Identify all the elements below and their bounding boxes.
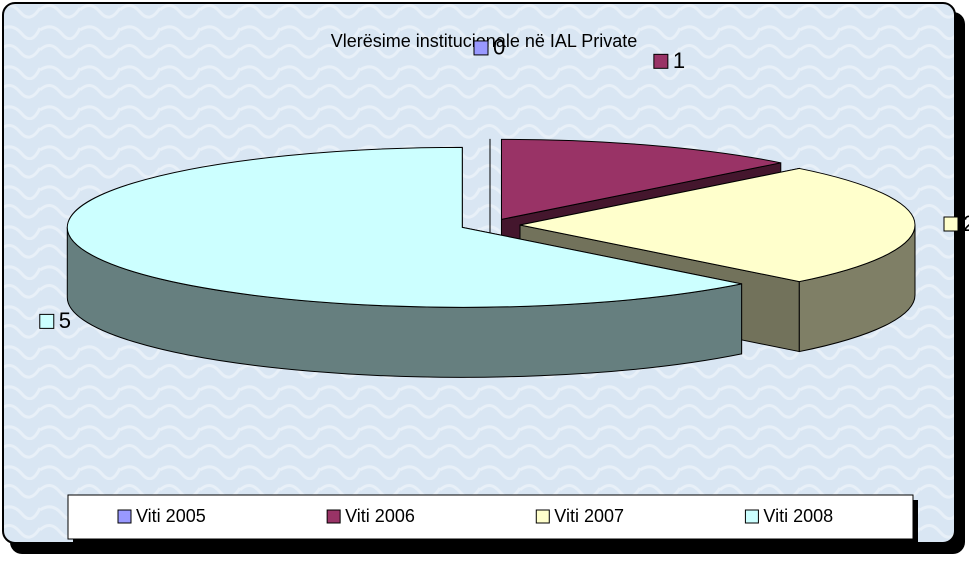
slice-top	[500, 138, 781, 220]
pie: 0 1 2 5	[39, 35, 969, 378]
data-label: 5	[59, 308, 71, 333]
data-label: 2	[963, 211, 969, 236]
slice-top	[519, 167, 916, 283]
legend-key	[744, 509, 759, 524]
legend-label: Viti 2007	[554, 506, 624, 526]
label-key	[653, 53, 669, 69]
data-label: 1	[673, 48, 685, 73]
legend-key	[535, 509, 550, 524]
label-key	[39, 313, 55, 329]
legend-items: Viti 2005 Viti 2006 Viti 2007 Viti 2008	[117, 506, 833, 526]
legend-key	[117, 509, 132, 524]
legend-label: Viti 2006	[345, 506, 415, 526]
legend-label: Viti 2005	[136, 506, 206, 526]
slice-top	[66, 146, 742, 308]
data-label: 0	[493, 35, 505, 60]
label-key	[473, 40, 489, 56]
legend	[67, 494, 914, 540]
legend-label: Viti 2008	[763, 506, 833, 526]
label-key	[943, 216, 959, 232]
legend-key	[326, 509, 341, 524]
